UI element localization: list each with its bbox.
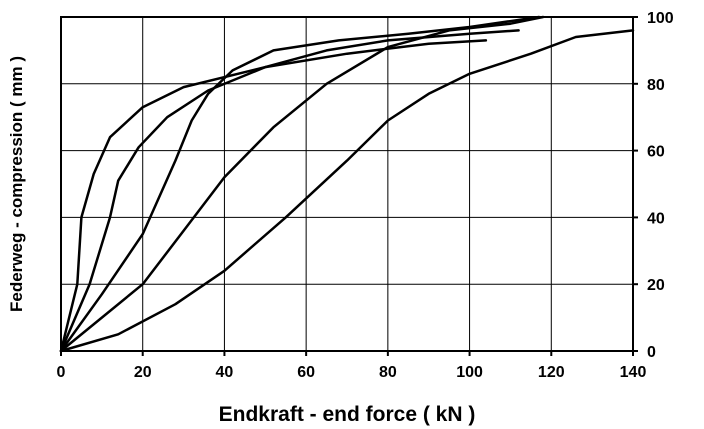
y-tick-label: 20 [647, 277, 665, 294]
series-line-3 [59, 15, 541, 353]
x-tick-label: 60 [297, 364, 315, 381]
x-tick-label: 40 [216, 364, 234, 381]
series-line-1 [59, 39, 488, 353]
y-tick-label: 0 [647, 344, 656, 361]
x-tick-label: 20 [134, 364, 152, 381]
series-line-2 [59, 29, 520, 353]
y-tick-label: 60 [647, 144, 665, 161]
x-axis-title: Endkraft - end force ( kN ) [219, 403, 476, 426]
series-line-5 [59, 29, 635, 353]
x-tick-label: 80 [379, 364, 397, 381]
y-tick-label: 40 [647, 210, 665, 227]
y-axis-title: Federweg - compression ( mm ) [7, 56, 26, 312]
y-tick-label: 80 [647, 77, 665, 94]
x-tick-label: 100 [456, 364, 483, 381]
x-tick-label: 120 [538, 364, 565, 381]
plot-frame [60, 16, 634, 352]
series-lines [59, 15, 635, 353]
grid [61, 17, 633, 351]
x-tick-label: 0 [57, 364, 66, 381]
x-tick-label: 140 [620, 364, 647, 381]
series-line-4 [59, 15, 545, 353]
y-tick-label: 100 [647, 10, 674, 27]
